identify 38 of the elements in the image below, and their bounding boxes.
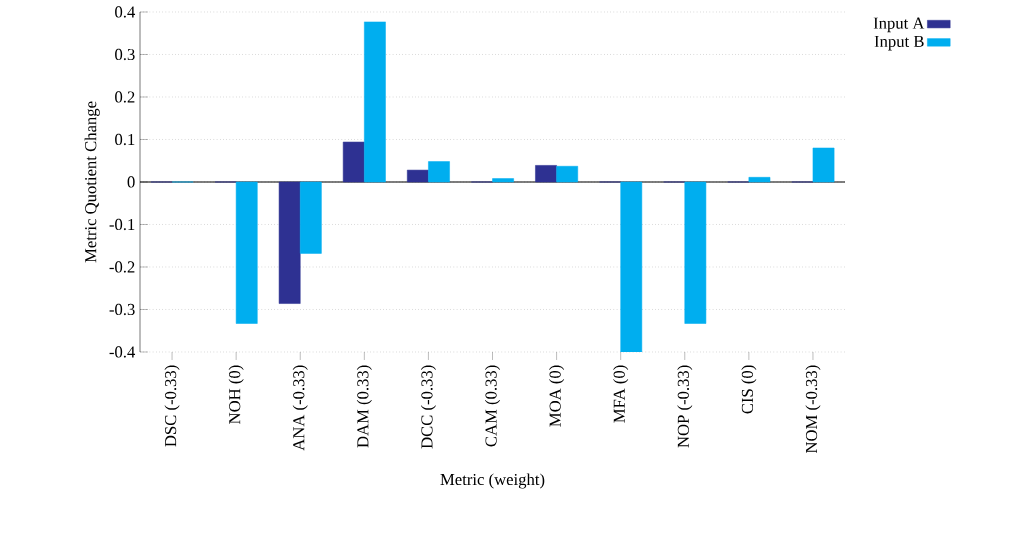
x-tick-label: CAM (0.33): [484, 365, 501, 447]
bar: [278, 181, 301, 304]
bar: [684, 181, 707, 324]
y-axis-title: Metric Quotient Change: [84, 101, 100, 263]
y-tick-label: 0: [127, 176, 135, 188]
legend-label: Input B: [874, 35, 924, 51]
x-tick-label: NOH (0): [228, 365, 244, 424]
x-tick-label: DAM (0.33): [356, 365, 372, 448]
x-tick-label: MFA (0): [613, 365, 629, 423]
x-axis-title: Metric (weight): [440, 473, 545, 489]
bar: [812, 147, 835, 183]
bar: [620, 181, 643, 352]
bar: [492, 178, 514, 183]
x-tick-label: NOM (-0.33): [805, 365, 821, 454]
bar: [556, 166, 579, 183]
bar: [235, 181, 258, 324]
x-tick-label: DSC (-0.33): [164, 365, 180, 447]
y-tick-label: 0.1: [115, 133, 135, 146]
y-tick-label: 0.4: [115, 6, 136, 18]
bar: [407, 169, 429, 183]
x-tick-label: NOP (-0.33): [677, 365, 693, 448]
bar: [428, 161, 450, 183]
legend-label: Input A: [873, 17, 925, 33]
y-tick-label: -0.1: [109, 218, 135, 231]
bar: [342, 141, 365, 183]
x-tick-label: ANA (-0.33): [292, 365, 308, 451]
x-tick-label: DCC (-0.33): [420, 365, 436, 449]
y-tick-label: -0.3: [109, 303, 135, 316]
bar: [364, 21, 386, 183]
x-tick-label: MOA (0): [549, 365, 565, 427]
bar: [535, 165, 557, 183]
y-tick-label: 0.3: [115, 48, 135, 61]
bar: [748, 177, 771, 183]
y-tick-label: -0.4: [109, 346, 136, 358]
bar: [299, 181, 322, 254]
x-tick-label: CIS (0): [741, 365, 757, 414]
y-tick-label: -0.2: [109, 261, 135, 273]
y-tick-label: 0.2: [115, 91, 135, 103]
